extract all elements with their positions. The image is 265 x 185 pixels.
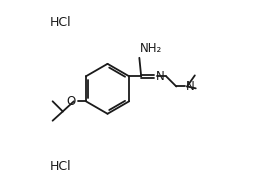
Text: HCl: HCl: [50, 160, 72, 173]
Text: NH₂: NH₂: [140, 42, 162, 55]
Text: N: N: [186, 80, 194, 93]
Text: O: O: [67, 95, 76, 108]
Text: N: N: [156, 70, 164, 83]
Text: HCl: HCl: [50, 16, 72, 29]
